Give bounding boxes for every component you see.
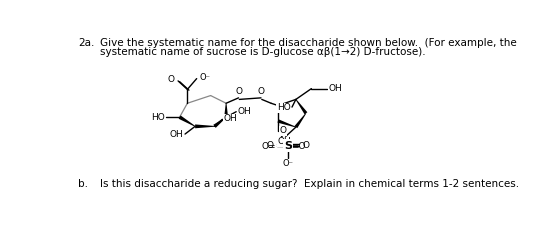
Text: O: O: [303, 141, 310, 150]
Text: OH: OH: [278, 137, 291, 146]
Text: O⁻: O⁻: [200, 73, 211, 82]
Text: O: O: [235, 87, 242, 96]
Text: OH: OH: [238, 107, 251, 116]
Text: Give the systematic name for the disaccharide shown below.  (For example, the: Give the systematic name for the disacch…: [100, 38, 516, 48]
Text: b.: b.: [78, 179, 88, 189]
Text: Is this disaccharide a reducing sugar?  Explain in chemical terms 1-2 sentences.: Is this disaccharide a reducing sugar? E…: [100, 179, 519, 189]
Text: S: S: [284, 141, 292, 151]
Text: O⁻: O⁻: [282, 159, 294, 169]
Polygon shape: [278, 119, 296, 128]
Text: O: O: [258, 87, 265, 96]
Text: OH: OH: [224, 114, 238, 123]
Text: 2a.: 2a.: [78, 38, 95, 48]
Polygon shape: [295, 99, 307, 114]
Text: HO: HO: [151, 113, 165, 122]
Text: OH: OH: [170, 129, 183, 139]
Text: =O: =O: [291, 142, 306, 151]
Polygon shape: [195, 124, 215, 128]
Text: O: O: [266, 141, 273, 150]
Text: O: O: [168, 75, 175, 84]
Polygon shape: [213, 117, 226, 128]
Text: O=: O=: [261, 142, 275, 151]
Text: OH: OH: [328, 84, 342, 93]
Polygon shape: [294, 113, 306, 128]
Polygon shape: [224, 103, 228, 117]
Polygon shape: [179, 115, 195, 127]
Text: systematic name of sucrose is D-glucose αβ(1→2) D-fructose).: systematic name of sucrose is D-glucose …: [100, 47, 426, 57]
Text: O: O: [280, 126, 287, 135]
Text: HO: HO: [277, 103, 291, 112]
